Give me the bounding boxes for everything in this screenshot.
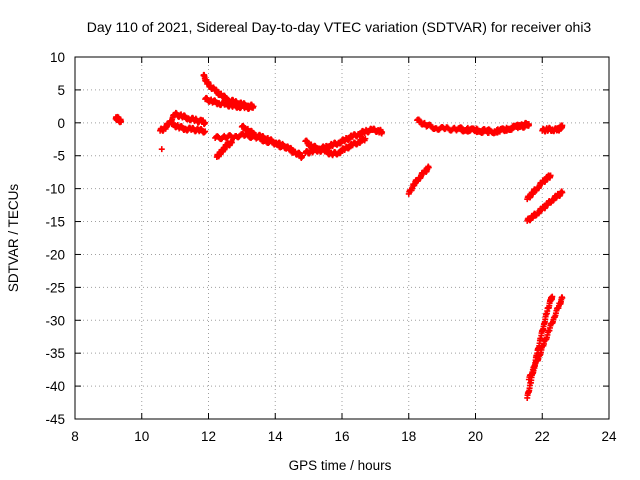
data-point — [202, 128, 209, 135]
data-point — [202, 119, 209, 126]
data-point — [379, 129, 386, 136]
x-tick-label: 10 — [134, 429, 149, 444]
series-arc3 — [168, 120, 209, 136]
series-arc6 — [202, 94, 255, 112]
y-tick-label: 0 — [57, 116, 65, 131]
y-tick-label: -15 — [45, 215, 65, 230]
y-tick-label: -5 — [53, 149, 65, 164]
x-tick-label: 16 — [334, 429, 349, 444]
axis-ticks: 8 10 12 14 16 18 20 22 24 10 5 0 -5 -10 -15 -20 -25 -30 -3… — [45, 50, 617, 444]
data-point — [547, 172, 554, 179]
y-tick-label: -25 — [45, 280, 65, 295]
y-tick-label: 10 — [50, 50, 65, 65]
data-points — [112, 71, 566, 401]
data-point — [298, 154, 305, 161]
data-point — [549, 293, 556, 300]
y-tick-label: -10 — [45, 182, 65, 197]
x-tick-label: 20 — [468, 429, 483, 444]
series-arc11 — [302, 135, 369, 159]
data-point — [559, 122, 566, 129]
data-point — [158, 146, 165, 153]
data-point — [118, 118, 125, 125]
y-tick-label: -30 — [45, 313, 65, 328]
data-point — [559, 189, 566, 196]
series-arc7 — [213, 138, 235, 161]
y-tick-label: -20 — [45, 247, 65, 262]
chart-title: Day 110 of 2021, Sidereal Day-to-day VTE… — [87, 19, 592, 35]
data-point — [248, 104, 255, 111]
data-point — [425, 164, 432, 171]
y-tick-label: -35 — [45, 346, 65, 361]
series-arc1 — [112, 113, 125, 126]
y-tick-label: -40 — [45, 379, 65, 394]
series-arc19 — [525, 294, 566, 383]
series-arc14 — [455, 121, 532, 137]
series-arc4 — [158, 146, 165, 153]
x-tick-label: 24 — [601, 429, 617, 444]
data-point — [525, 122, 532, 129]
data-point — [362, 135, 369, 142]
series-arc12 — [405, 163, 432, 197]
series-arc16 — [524, 172, 554, 203]
x-tick-label: 8 — [71, 429, 79, 444]
y-axis-label: SDTVAR / TECUs — [6, 184, 21, 293]
grid — [75, 57, 609, 419]
series-arc9 — [238, 122, 305, 162]
data-point — [559, 294, 566, 301]
plot-frame — [74, 56, 610, 420]
y-tick-label: -45 — [45, 412, 65, 427]
x-axis-label: GPS time / hours — [289, 458, 392, 473]
x-tick-label: 14 — [268, 429, 284, 444]
data-point — [228, 139, 235, 146]
x-tick-label: 18 — [401, 429, 416, 444]
series-arc15 — [539, 122, 566, 135]
x-tick-label: 22 — [535, 429, 550, 444]
series-arc17 — [524, 188, 566, 224]
x-tick-label: 12 — [201, 429, 216, 444]
y-tick-label: 5 — [57, 83, 65, 98]
series-arc2 — [157, 109, 209, 134]
